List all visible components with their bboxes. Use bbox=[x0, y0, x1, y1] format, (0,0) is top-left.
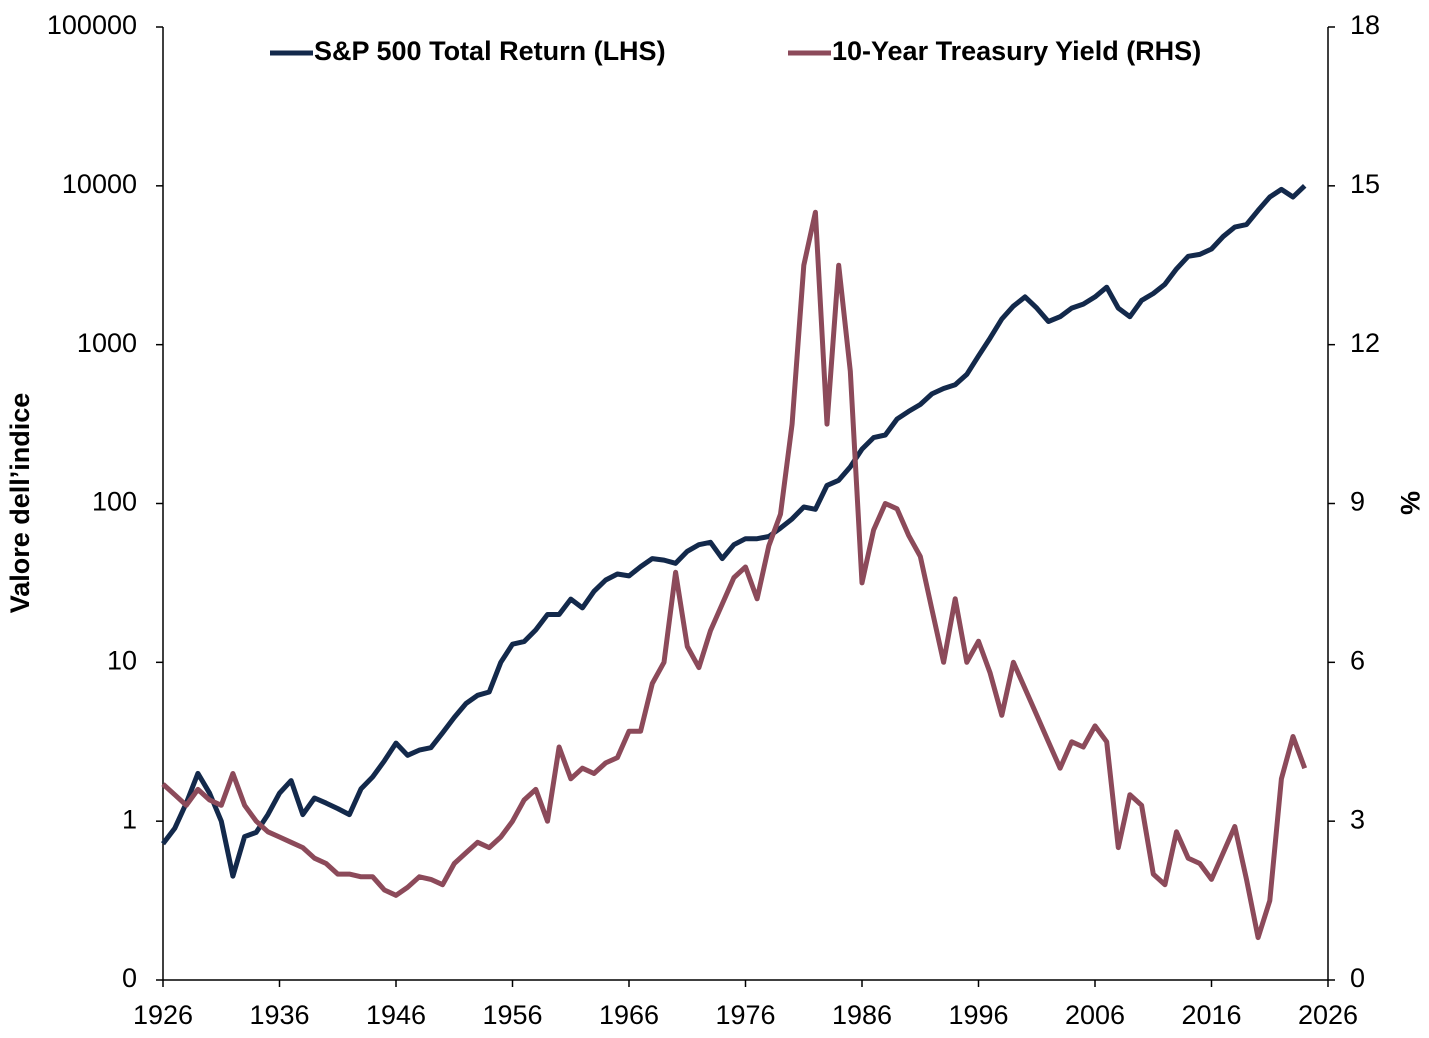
legend-label: 10-Year Treasury Yield (RHS) bbox=[832, 36, 1201, 66]
y2-tick-label: 18 bbox=[1350, 10, 1380, 40]
x-tick-label: 1926 bbox=[133, 1000, 193, 1030]
x-tick-label: 1936 bbox=[249, 1000, 309, 1030]
y2-tick-label: 0 bbox=[1350, 963, 1365, 993]
y2-tick-label: 6 bbox=[1350, 645, 1365, 675]
y-tick-label: 10 bbox=[107, 645, 137, 675]
series-line bbox=[161, 209, 1308, 941]
legend-label: S&P 500 Total Return (LHS) bbox=[314, 36, 666, 66]
y-axis-label: Valore dell’indice bbox=[5, 393, 35, 614]
x-tick-label: 2016 bbox=[1181, 1000, 1241, 1030]
y2-axis-label: % bbox=[1395, 491, 1425, 515]
y-tick-label: 100000 bbox=[47, 10, 137, 40]
x-tick-label: 1976 bbox=[715, 1000, 775, 1030]
series-line bbox=[161, 183, 1307, 879]
x-tick-label: 2026 bbox=[1298, 1000, 1358, 1030]
x-tick-label: 2006 bbox=[1065, 1000, 1125, 1030]
x-tick-label: 1986 bbox=[832, 1000, 892, 1030]
y2-tick-label: 15 bbox=[1350, 169, 1380, 199]
y-tick-label: 1 bbox=[122, 804, 137, 834]
y2-tick-label: 12 bbox=[1350, 328, 1380, 358]
x-tick-label: 1956 bbox=[482, 1000, 542, 1030]
x-tick-label: 1966 bbox=[599, 1000, 659, 1030]
y-tick-label: 10000 bbox=[62, 169, 137, 199]
y2-tick-label: 3 bbox=[1350, 804, 1365, 834]
y-tick-label: 1000 bbox=[77, 328, 137, 358]
x-tick-label: 1996 bbox=[948, 1000, 1008, 1030]
y-tick-label: 100 bbox=[92, 487, 137, 517]
y2-tick-label: 9 bbox=[1350, 487, 1365, 517]
y-tick-label: 0 bbox=[122, 963, 137, 993]
x-tick-label: 1946 bbox=[366, 1000, 426, 1030]
